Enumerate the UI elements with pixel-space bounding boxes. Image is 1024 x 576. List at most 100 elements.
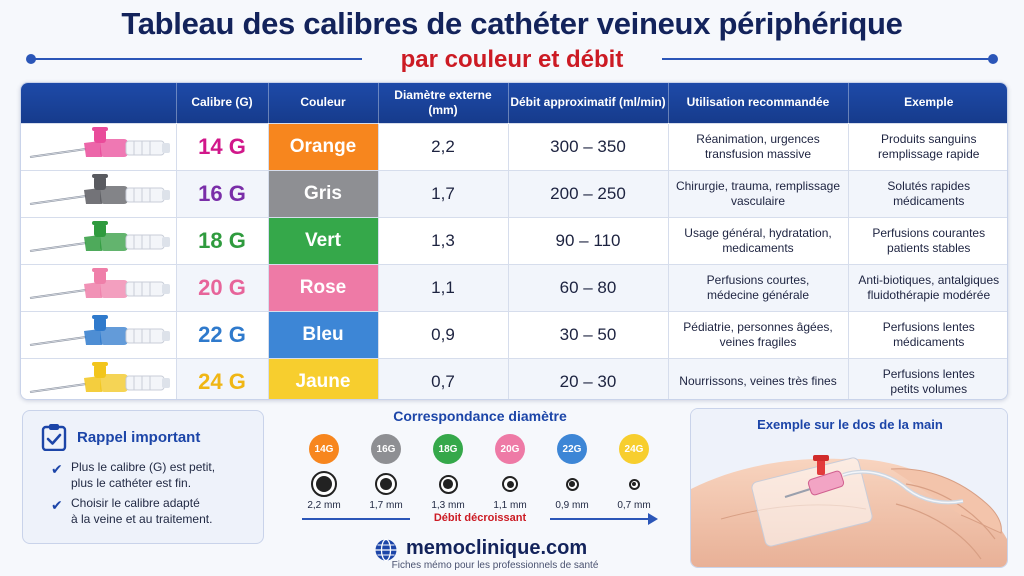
use-line: Usage général, hydratation, — [684, 225, 832, 240]
color-swatch: Gris — [268, 170, 378, 217]
example-cell: Perfusions lentes médicaments — [848, 310, 1007, 358]
use-line: Perfusions courtes, — [706, 272, 810, 287]
example-line: fluidothérapie modérée — [867, 287, 991, 302]
divider-right — [662, 58, 992, 60]
use-line: transfusion massive — [704, 146, 812, 161]
diameter-mm-label: 0,7 mm — [617, 500, 651, 511]
header-diametre: Diamètre externe (mm) — [378, 83, 509, 123]
header-couleur: Couleur — [268, 83, 379, 123]
diameter-circle-icon — [502, 476, 518, 492]
table-row: 24 G Jaune 0,7 20 – 30 Nourrissons, vein… — [21, 357, 1007, 399]
diameter-cell: 1,7 — [378, 169, 509, 217]
rappel-item-line: Plus le calibre (G) est petit, — [71, 460, 216, 474]
header-calibre: Calibre (G) — [176, 83, 269, 123]
diameter-cell: 2,2 — [378, 122, 509, 170]
gauge-cell: 22 G — [176, 310, 269, 358]
flow-cell: 30 – 50 — [508, 310, 669, 358]
catheter-icon — [30, 173, 171, 205]
use-cell: Réanimation, urgences transfusion massive — [668, 122, 849, 170]
example-line: Produits sanguins — [881, 131, 977, 146]
diameter-cell: 0,9 — [378, 310, 509, 358]
catheter-image-cell — [21, 169, 177, 217]
page-title: Tableau des calibres de cathéter veineux… — [121, 6, 903, 41]
example-line: Anti-biotiques, antalgiques — [858, 272, 1000, 287]
gauge-badge: 18G — [433, 434, 463, 464]
catheter-icon — [30, 126, 171, 158]
gauge-badge: 20G — [495, 434, 525, 464]
header-debit: Débit approximatif (ml/min) — [508, 83, 669, 123]
catheter-image-cell — [21, 216, 177, 264]
catheter-icon — [30, 267, 171, 299]
example-line: patients stables — [887, 240, 971, 255]
catheter-icon — [30, 361, 171, 393]
checkmark-icon: ✔ — [51, 497, 63, 513]
gauge-cell: 16 G — [176, 169, 269, 217]
table-row: 18 G Vert 1,3 90 – 110 Usage général, hy… — [21, 216, 1007, 264]
gauge-cell: 14 G — [176, 122, 269, 170]
color-swatch: Rose — [268, 264, 378, 311]
rappel-item: ✔ Plus le calibre (G) est petit, plus le… — [51, 459, 251, 491]
gauge-table: Calibre (G) Couleur Diamètre externe (mm… — [20, 82, 1008, 400]
diameter-circle-icon — [438, 474, 458, 494]
use-line: medicaments — [722, 240, 794, 255]
table-header-row: Calibre (G) Couleur Diamètre externe (mm… — [21, 83, 1007, 123]
flow-cell: 300 – 350 — [508, 122, 669, 170]
flow-cell: 90 – 110 — [508, 216, 669, 264]
example-line: Solutés rapides — [887, 178, 971, 193]
diameter-mm-label: 1,3 mm — [431, 500, 465, 511]
table-row: 22 G Bleu 0,9 30 – 50 Pédiatrie, personn… — [21, 310, 1007, 358]
use-line: médecine générale — [706, 287, 810, 302]
header-image — [21, 83, 177, 123]
diameter-mm-label: 1,7 mm — [369, 500, 403, 511]
rappel-item-line: plus le cathéter est fin. — [71, 476, 192, 490]
subtitle-row: par couleur et débit — [20, 46, 1004, 73]
catheter-icon — [30, 220, 171, 252]
rappel-title: Rappel important — [77, 428, 201, 446]
diameter-mm-label: 0,9 mm — [555, 500, 589, 511]
use-line: Pédiatrie, personnes âgées, — [683, 319, 833, 334]
header-utilisation: Utilisation recommandée — [668, 83, 849, 123]
page-subtitle: par couleur et débit — [400, 46, 624, 73]
flow-cell: 60 – 80 — [508, 263, 669, 311]
diameter-circle-icon — [311, 471, 337, 497]
color-cell: Rose — [268, 263, 379, 311]
example-cell: Perfusions courantes patients stables — [848, 216, 1007, 264]
gauge-badge: 22G — [557, 434, 587, 464]
example-cell: Perfusions lentes petits volumes — [848, 357, 1007, 399]
table-row: 16 G Gris 1,7 200 – 250 Chirurgie, traum… — [21, 169, 1007, 217]
use-cell: Pédiatrie, personnes âgées, veines fragil… — [668, 310, 849, 358]
example-cell: Produits sanguins remplissage rapide — [848, 122, 1007, 170]
use-line: Réanimation, urgences — [696, 131, 820, 146]
correspondance-panel: Correspondance diamètre Débit décroissan… — [290, 408, 670, 528]
checkmark-icon: ✔ — [51, 461, 63, 477]
diameter-circle-icon — [375, 473, 397, 495]
divider-dot-left — [26, 54, 36, 64]
decreasing-flow-label: Débit décroissant — [410, 512, 550, 524]
table-row: 20 G Rose 1,1 60 – 80 Perfusions courtes… — [21, 263, 1007, 311]
divider-dot-right — [988, 54, 998, 64]
gauge-badge: 24G — [619, 434, 649, 464]
example-cell: Solutés rapides médicaments — [848, 169, 1007, 217]
example-line: Perfusions lentes — [882, 366, 975, 381]
example-line: remplissage rapide — [878, 146, 980, 161]
rappel-panel: Rappel important ✔ Plus le calibre (G) e… — [22, 410, 264, 544]
color-swatch: Bleu — [268, 311, 378, 358]
use-cell: Usage général, hydratation, medicaments — [668, 216, 849, 264]
use-line: Chirurgie, trauma, remplissage — [675, 178, 841, 193]
use-line: Nourrissons, veines très fines — [679, 374, 837, 388]
use-cell: Chirurgie, trauma, remplissage vasculaire — [668, 169, 849, 217]
rappel-item-line: Choisir le calibre adapté — [71, 496, 200, 510]
color-cell: Jaune — [268, 357, 379, 399]
hand-with-catheter-illustration — [691, 409, 1007, 567]
example-line: médicaments — [893, 193, 965, 208]
example-cell: Anti-biotiques, antalgiques fluidothérapi… — [848, 263, 1007, 311]
catheter-image-cell — [21, 263, 177, 311]
use-cell: Perfusions courtes, médecine générale — [668, 263, 849, 311]
catheter-image-cell — [21, 310, 177, 358]
catheter-image-cell — [21, 357, 177, 399]
diameter-circle-icon — [565, 477, 579, 491]
color-cell: Gris — [268, 169, 379, 217]
gauge-badge: 14G — [309, 434, 339, 464]
header-exemple: Exemple — [904, 95, 954, 110]
divider-left — [32, 58, 362, 60]
